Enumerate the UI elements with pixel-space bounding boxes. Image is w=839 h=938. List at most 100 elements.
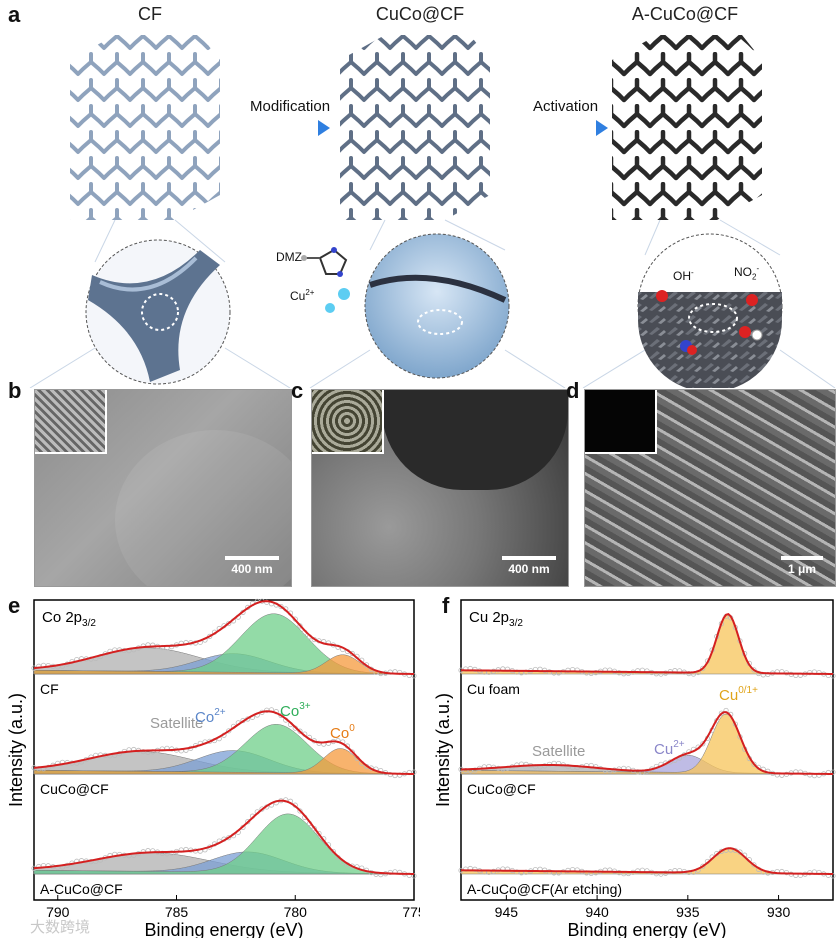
peak-annotation-sup: 3+ xyxy=(299,701,311,712)
raw-data-point xyxy=(472,767,478,773)
raw-data-point xyxy=(226,728,232,734)
x-tick-label: 775 xyxy=(402,904,420,920)
series-label: CuCo@CF xyxy=(467,781,536,797)
x-tick-label: 945 xyxy=(495,904,519,920)
raw-data-point xyxy=(330,848,336,855)
raw-data-point xyxy=(245,819,251,825)
raw-data-point xyxy=(297,728,303,734)
sem-image-a-cuco-cf: 1 μm xyxy=(584,389,836,587)
arrow-modification-label: Modification xyxy=(250,98,331,115)
plot-frame xyxy=(460,599,834,901)
raw-data-point xyxy=(349,749,355,755)
arrow-modification xyxy=(250,120,330,136)
panel-a-schematic xyxy=(29,35,836,388)
arrow-activation-label: Activation xyxy=(533,98,599,115)
sem-texture-cuco-cf xyxy=(382,390,568,490)
raw-data-point xyxy=(226,620,232,627)
raw-data-point xyxy=(765,671,771,678)
foam-cuco-cf xyxy=(340,35,490,220)
peak-component xyxy=(33,748,415,775)
peak-annotation: Co0 xyxy=(330,723,355,742)
fit-envelope xyxy=(33,600,415,675)
chart-title: Cu 2p3/2 xyxy=(469,609,523,629)
raw-data-point xyxy=(411,769,417,775)
x-tick-label: 935 xyxy=(676,904,700,920)
raw-data-point xyxy=(278,603,284,610)
peak-annotation: Co2+ xyxy=(195,707,226,726)
scalebar-c: 400 nm xyxy=(502,556,556,576)
peak-component xyxy=(33,654,415,675)
series-label: Cu foam xyxy=(467,681,520,697)
fit-envelope xyxy=(460,711,834,775)
y-axis-label: Intensity (a.u.) xyxy=(6,693,26,807)
cu-ion-label: Cu2+ xyxy=(290,288,314,303)
peak-annotation: Satellite xyxy=(532,743,585,760)
raw-data-point xyxy=(644,668,650,674)
x-tick-label: 930 xyxy=(767,904,791,920)
sem-image-cf: 400 nm xyxy=(34,389,292,587)
raw-data-point xyxy=(593,870,599,876)
raw-data-point xyxy=(700,665,706,671)
peak-annotation: Satellite xyxy=(150,715,203,732)
zoom-circle-cf xyxy=(85,239,231,385)
peak-annotation-sup: 2+ xyxy=(214,707,226,718)
scalebar-c-text: 400 nm xyxy=(508,562,550,576)
scalebar-d-text: 1 μm xyxy=(787,562,817,576)
peak-annotation-sup: 2+ xyxy=(673,739,685,750)
raw-data-point xyxy=(297,623,303,629)
x-tick-label: 790 xyxy=(46,904,70,920)
raw-data-point xyxy=(514,762,520,768)
raw-data-point xyxy=(830,769,836,775)
raw-data-point xyxy=(700,863,706,869)
fit-envelope xyxy=(460,847,834,875)
peak-annotation-sup: 0 xyxy=(349,723,355,734)
panel-b-label: b xyxy=(8,378,22,403)
raw-data-point xyxy=(700,741,706,747)
hydroxide-charge: - xyxy=(691,268,694,277)
cu-ion-icon xyxy=(325,288,350,313)
hydroxide-text: OH xyxy=(673,269,691,283)
panel-e-label: e xyxy=(8,593,21,618)
foam-a-cuco-cf xyxy=(612,35,762,220)
series-label: CF xyxy=(40,681,59,697)
peak-annotation: Cu0/1+ xyxy=(719,685,758,704)
y-axis-label: Intensity (a.u.) xyxy=(433,693,453,807)
xps-chart-cu: 945 940 935 930 Binding energy (eV) Intensity… xyxy=(433,599,836,938)
watermark: 大数跨境 xyxy=(30,919,91,936)
series-label: A-CuCo@CF xyxy=(40,881,123,897)
material-title-a-cuco-cf: A-CuCo@CF xyxy=(631,4,739,24)
panel-c-label: c xyxy=(291,378,304,403)
peak-component xyxy=(460,713,834,775)
nitrite-label: NO2- xyxy=(734,264,759,281)
raw-data-point xyxy=(751,667,757,673)
chart-title: Co 2p3/2 xyxy=(42,609,96,629)
raw-data-point xyxy=(349,650,355,657)
raw-data-point xyxy=(226,835,232,841)
inset-photo-a-cuco-cf xyxy=(585,390,657,454)
fit-envelope xyxy=(33,710,415,775)
scalebar-b-text: 400 nm xyxy=(231,562,273,576)
hydroxide-label: OH- xyxy=(673,268,694,283)
cu-ion-charge: 2+ xyxy=(305,288,315,297)
peak-annotation: Co3+ xyxy=(280,701,311,720)
plot-frame xyxy=(33,599,415,901)
fit-envelope xyxy=(33,799,415,875)
panel-f-label: f xyxy=(442,593,450,618)
fit-envelope xyxy=(460,613,834,675)
scalebar-d: 1 μm xyxy=(781,556,823,576)
panel-a-label: a xyxy=(8,2,21,27)
raw-data-point xyxy=(297,808,303,814)
xps-chart-co: 790 785 780 775 Binding energy (eV) Intensity… xyxy=(6,598,420,938)
material-title-cf: CF xyxy=(138,4,162,24)
foam-cf xyxy=(70,35,220,220)
scalebar-b: 400 nm xyxy=(225,556,279,576)
inset-photo-cf xyxy=(35,390,107,454)
raw-data-point xyxy=(278,712,284,719)
series-label: A-CuCo@CF(Ar etching) xyxy=(467,881,622,897)
raw-data-point xyxy=(472,866,478,872)
raw-data-point xyxy=(751,862,757,868)
zoom-circle-cuco-cf xyxy=(364,233,510,379)
dmz-molecule-icon xyxy=(301,247,348,277)
series-label: CuCo@CF xyxy=(40,781,109,797)
dmz-label: DMZ xyxy=(276,250,302,264)
